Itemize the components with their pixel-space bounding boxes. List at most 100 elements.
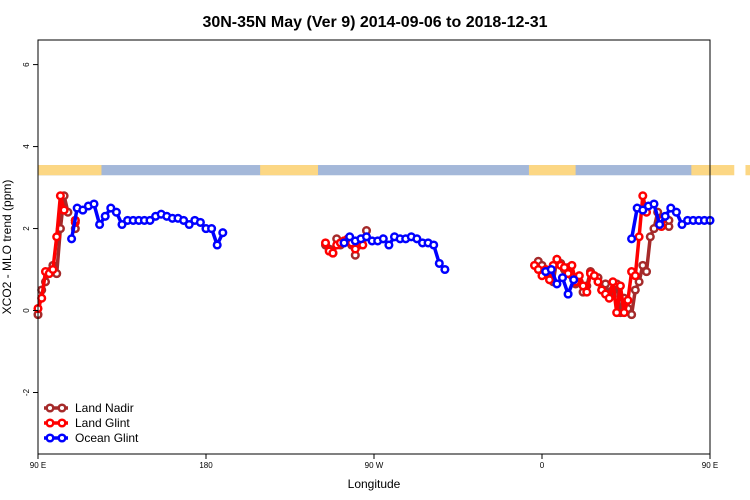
land-band-4 [745,165,750,176]
x-axis: 90 E 180 90 W 0 90 E [30,454,718,470]
series-2-point-3-7 [666,203,676,213]
series-2-point-1-1 [345,232,355,242]
ocean-band [38,165,710,176]
series-1-point-3-27 [630,271,640,281]
series-0-point-3-29 [641,267,652,277]
land-band-1 [260,165,318,176]
series-2-point-2-5 [569,275,579,285]
series-1-point-3-16 [589,271,599,281]
x-tick-label-3: 0 [540,461,545,470]
legend-marker-1 [45,418,55,428]
legend-marker-1-b [57,418,67,428]
series-2-point-2-4 [563,289,573,299]
legend-marker-2 [45,433,55,443]
series-2-point-2-1 [546,264,556,275]
series-1-point-2-8 [350,244,360,254]
series-2-point-0-20 [179,215,189,225]
series-0-point-3-26 [630,285,640,295]
x-tick-label-4: 90 E [702,461,718,470]
series-1-point-3-12 [574,271,584,281]
series-2-point-0-25 [207,224,217,234]
plot-frame [37,39,711,455]
series-1-point-0-7 [59,205,69,215]
series-0-point-3-31 [649,224,659,234]
series-2-point-3-9 [677,219,687,230]
chart-title: 30N-35N May (Ver 9) 2014-09-06 to 2018-1… [202,14,547,31]
series-0 [33,191,674,320]
series-0-point-3-28 [638,260,648,270]
land-band-3 [691,165,735,176]
series-0-point-3-30 [645,232,655,242]
x-tick-label-2: 90 W [365,461,384,470]
series-1-point-3-10 [567,260,577,270]
series-2-point-3-5 [655,219,665,230]
series-layer [33,191,715,320]
series-0-point-3-25 [627,310,637,320]
series-2-point-0-14 [145,215,155,225]
legend-marker-0-b [57,403,67,413]
land-ocean-band [38,165,750,176]
series-2-point-0-6 [100,211,110,221]
series-2-point-3-4 [649,199,659,209]
series-2-point-0-21 [184,219,194,230]
series-2-point-0-27 [218,228,228,238]
series-2-point-1-18 [440,264,450,275]
x-axis-title: Longitude [348,477,401,491]
series-0-point-3-27 [634,277,644,287]
series-2-point-3-0 [627,234,637,244]
series-2-point-0-9 [117,219,127,230]
series-2-point-0-7 [106,203,116,213]
series-2 [67,199,715,299]
series-1-point-2-0 [320,238,331,248]
series-0-point-3-18 [600,279,611,289]
series-1-point-3-23 [615,281,625,291]
x-tick-label-0: 90 E [30,461,46,470]
series-2-point-1-13 [412,234,422,244]
y-axis-title: XCO2 - MLO trend (ppm) [0,180,14,315]
series-2-point-0-4 [89,199,99,209]
series-2-point-3-2 [638,205,648,215]
series-2-point-3-8 [671,207,681,217]
series-2-point-1-16 [429,240,439,250]
series-1-point-3-13 [578,281,588,291]
series-1-point-3-21 [608,277,618,287]
series-2-point-0-23 [195,217,205,227]
x-tick-label-1: 180 [199,461,213,470]
series-1-point-3-4 [544,275,555,285]
series-2-point-0-8 [111,207,121,217]
land-band-2 [528,165,576,176]
y-axis: -2 0 2 4 6 [22,62,38,396]
series-2-point-2-3 [557,273,568,283]
series-2-point-0-0 [67,234,77,244]
series-1-line-3 [533,194,649,315]
y-tick-label-1: 0 [22,308,31,313]
series-2-point-1-8 [384,240,394,250]
series-2-point-2-2 [552,279,562,289]
legend-marker-2-b [57,433,67,443]
legend-label-1: Land Glint [75,416,130,430]
series-1-point-3-8 [559,262,569,273]
series-1-point-0-1 [37,293,47,303]
series-1-point-2-2 [328,248,338,258]
series-1-point-0-6 [55,191,65,201]
series-1-point-3-29 [638,191,648,201]
series-2-point-3-6 [660,211,670,221]
series-1-point-3-25 [623,295,633,305]
legend-marker-0 [45,403,55,413]
land-band-0 [38,165,102,176]
legend-label-2: Ocean Glint [75,431,139,445]
y-tick-label-2: 2 [22,226,31,231]
series-2-point-0-5 [95,219,105,230]
series-2-point-0-26 [212,240,222,250]
y-tick-label-3: 4 [22,144,31,149]
series-2-point-1-4 [361,232,372,242]
series-1-point-3-22 [612,308,622,318]
series-2-point-1-0 [339,238,349,248]
series-1-point-3-14 [582,287,592,297]
series-1-point-0-5 [52,232,62,242]
series-1-point-3-20 [604,293,614,303]
series-1-point-3-17 [593,277,603,287]
series-2-point-0-2 [78,205,88,215]
